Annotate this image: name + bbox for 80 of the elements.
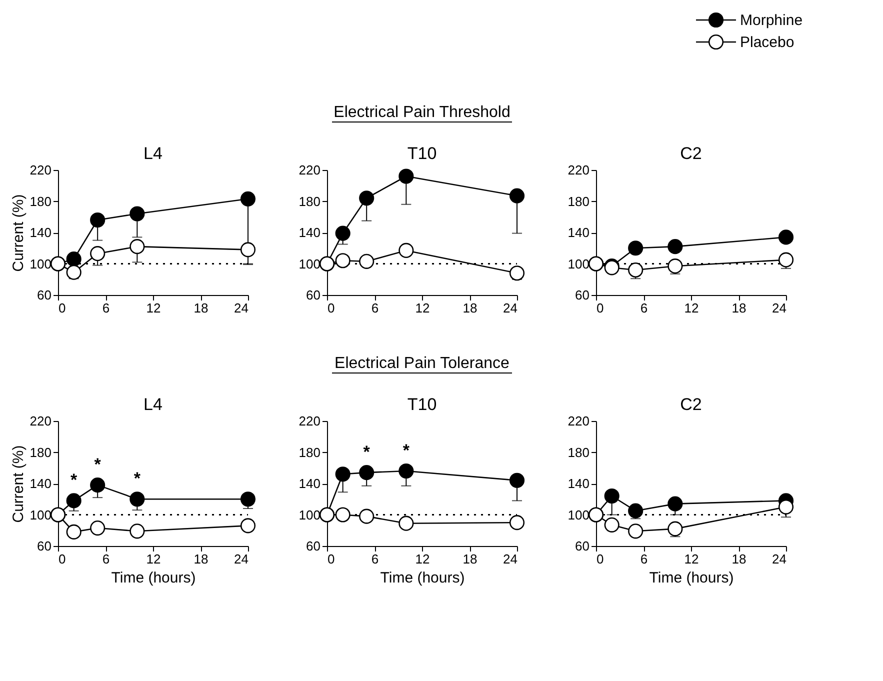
x-tick-label: 18: [732, 300, 746, 316]
chart-title: L4: [144, 395, 162, 414]
x-tick-label: 6: [640, 552, 648, 566]
y-tick-label: 220: [298, 414, 320, 428]
x-tick-label: 24: [772, 552, 786, 566]
y-tick-label: 180: [568, 444, 590, 460]
y-tick-label: 60: [575, 288, 590, 302]
x-axis-title: Time (hours): [649, 570, 734, 586]
chart-title: C2: [680, 395, 702, 414]
y-tick-label: 140: [568, 225, 590, 240]
x-tick-label: 24: [503, 552, 518, 566]
x-tick-label: 12: [146, 552, 161, 566]
x-tick-label: 12: [684, 300, 699, 316]
y-tick-label: 60: [37, 288, 52, 302]
x-tick-label: 0: [58, 552, 66, 566]
x-tick-label: 6: [102, 552, 110, 566]
x-tick-label: 6: [640, 300, 648, 316]
x-tick-label: 12: [684, 552, 699, 566]
chart-title: L4: [144, 144, 162, 163]
y-tick-label: 100: [568, 507, 590, 522]
y-tick-label: 140: [298, 225, 320, 240]
x-tick-label: 0: [328, 552, 335, 566]
y-tick-label: 60: [37, 538, 52, 554]
annotation: *: [402, 441, 410, 460]
x-tick-label: 24: [234, 552, 248, 566]
y-tick-label: 140: [568, 476, 590, 491]
y-axis-title: Current (%): [10, 194, 27, 272]
y-tick-label: 220: [30, 414, 52, 428]
x-tick-label: 0: [58, 300, 66, 316]
y-tick-label: 140: [298, 476, 320, 491]
chart-title: T10: [407, 395, 437, 414]
y-tick-label: 100: [298, 256, 320, 272]
y-tick-label: 100: [30, 507, 52, 522]
x-tick-label: 0: [596, 300, 604, 316]
annotation: *: [363, 442, 370, 462]
y-tick-label: 60: [575, 538, 590, 554]
x-tick-label: 6: [102, 300, 110, 316]
y-tick-label: 180: [30, 194, 52, 209]
x-axis-title: Time (hours): [111, 570, 196, 586]
x-tick-label: 18: [462, 552, 478, 566]
y-tick-label: 220: [568, 414, 590, 428]
y-tick-label: 220: [298, 162, 320, 178]
text: Electrical Pain Tolerance: [334, 355, 510, 372]
text: Electrical Pain Threshold: [334, 104, 510, 121]
legend-label: Placebo: [740, 34, 794, 51]
x-axis-title: Time (hours): [380, 570, 465, 586]
x-tick-label: 24: [503, 300, 518, 316]
y-axis-title: Current (%): [10, 445, 27, 523]
x-tick-label: 12: [415, 300, 430, 316]
x-tick-label: 12: [415, 552, 430, 566]
x-tick-label: 6: [371, 552, 379, 566]
y-tick-label: 180: [30, 444, 52, 460]
chart-title: C2: [680, 144, 702, 163]
y-tick-label: 180: [568, 194, 590, 209]
x-tick-label: 18: [194, 300, 208, 316]
y-tick-label: 140: [30, 476, 52, 491]
x-tick-label: 6: [371, 300, 379, 316]
y-tick-label: 100: [30, 256, 52, 272]
annotation: *: [134, 469, 141, 488]
chart-title: T10: [407, 144, 437, 163]
annotation: *: [94, 455, 102, 474]
y-tick-label: 60: [306, 288, 320, 302]
legend-label: Morphine: [740, 12, 803, 29]
y-tick-label: 140: [30, 225, 52, 240]
y-tick-label: 180: [298, 194, 320, 209]
y-tick-label: 100: [568, 256, 590, 272]
x-tick-label: 18: [194, 552, 208, 566]
x-tick-label: 0: [596, 552, 604, 566]
x-tick-label: 18: [732, 552, 746, 566]
x-tick-label: 18: [462, 300, 478, 316]
y-tick-label: 220: [30, 162, 52, 178]
y-tick-label: 60: [306, 538, 320, 554]
y-tick-label: 180: [298, 444, 320, 460]
y-tick-label: 100: [298, 507, 320, 522]
x-tick-label: 24: [234, 300, 248, 316]
y-tick-label: 220: [568, 162, 590, 178]
x-tick-label: 24: [772, 300, 786, 316]
annotation: *: [70, 470, 78, 490]
x-tick-label: 12: [146, 300, 161, 316]
x-tick-label: 0: [328, 300, 335, 316]
